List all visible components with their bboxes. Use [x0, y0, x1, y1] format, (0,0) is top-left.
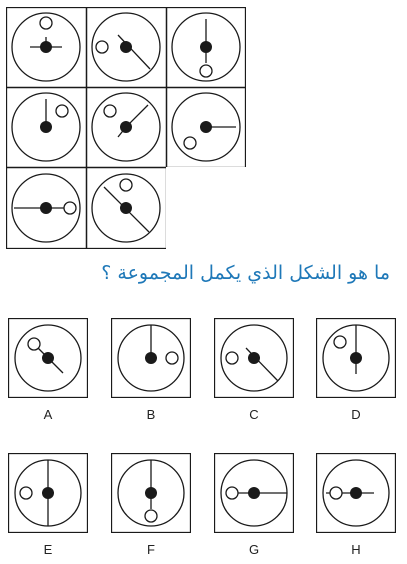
matrix-cell-r1c1: [12, 13, 80, 81]
matrix-cell-r3c1: [12, 174, 80, 242]
question-text: ما هو الشكل الذي يكمل المجموعة ؟: [101, 262, 390, 284]
puzzle-matrix: [6, 7, 246, 249]
option-c[interactable]: [214, 318, 294, 398]
matrix-cell-r3c2: [92, 174, 160, 242]
option-g[interactable]: [214, 453, 294, 533]
option-e-label: E: [43, 542, 53, 557]
option-f[interactable]: [111, 453, 191, 533]
option-d-label: D: [351, 407, 361, 422]
matrix-cell-r2c2: [92, 93, 160, 161]
option-c-label: C: [249, 407, 259, 422]
option-a-label: A: [43, 407, 53, 422]
matrix-cell-r2c3: [172, 93, 240, 161]
missing-cell: [166, 167, 246, 249]
option-b-label: B: [146, 407, 156, 422]
matrix-cell-r2c1: [12, 93, 80, 161]
option-h-label: H: [351, 542, 361, 557]
option-g-label: G: [248, 542, 260, 557]
matrix-cell-r1c2: [92, 13, 160, 81]
option-e[interactable]: [8, 453, 88, 533]
option-h[interactable]: [316, 453, 396, 533]
matrix-cell-r1c3: [172, 13, 240, 81]
option-d[interactable]: [316, 318, 396, 398]
option-f-label: F: [147, 542, 155, 557]
option-a[interactable]: [8, 318, 88, 398]
option-b[interactable]: [111, 318, 191, 398]
